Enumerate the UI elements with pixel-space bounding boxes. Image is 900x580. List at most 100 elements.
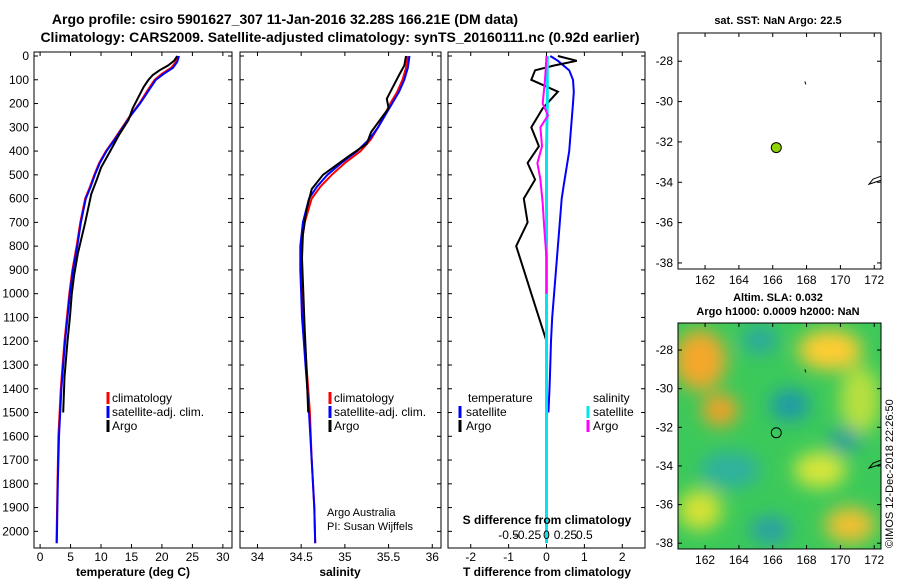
depth-tick-label: 2000: [2, 524, 29, 538]
depth-tick-label: 1700: [2, 453, 29, 467]
s-argo-difference-line: [536, 55, 550, 294]
salinity-xtick-label: 35.5: [377, 550, 401, 564]
depth-tick-label: 1100: [3, 310, 29, 324]
depth-tick-label: 1500: [2, 406, 29, 420]
depth-tick-label: 600: [9, 192, 29, 206]
credit-line1: Argo Australia: [327, 507, 396, 519]
float-position-marker: [770, 142, 782, 154]
s-difference-axis: -0.5-0.25 0 0.250.5: [498, 528, 593, 542]
difference-xtick-label: 0: [543, 550, 550, 564]
legend-climatology-label: climatology: [334, 391, 394, 405]
sla-ytick-label: -32: [656, 420, 674, 434]
sla-xtick-label: 168: [797, 553, 817, 567]
float-position-marker: [770, 427, 782, 439]
legend-satellite-label: satellite-adj. clim.: [112, 405, 204, 419]
temperature-xlabel: temperature (deg C): [76, 565, 190, 579]
s-tick-label: 0: [543, 528, 550, 542]
legend-salinity-heading: salinity: [593, 391, 630, 405]
sla-xtick-label: 164: [729, 553, 749, 567]
difference-xtick-label: -1: [503, 550, 514, 564]
temperature-plot: 0 5 10 15 20 25 30: [37, 52, 230, 564]
s-tick-label: -0.25: [514, 528, 542, 542]
depth-tick-label: 1600: [2, 429, 29, 443]
salinity-xtick-label: 34: [251, 550, 265, 564]
salinity-plot: 34 34.5 35 35.5 36: [251, 52, 439, 564]
salinity-argo-line: [300, 55, 407, 413]
s-tick-label: -0.5: [498, 528, 519, 542]
depth-tick-label: 900: [9, 263, 29, 277]
depth-tick-label: 1000: [2, 287, 29, 301]
sst-map-title: sat. SST: NaN Argo: 22.5: [714, 15, 841, 27]
temperature-xtick-label: 10: [94, 550, 108, 564]
salinity-xtick-label: 35: [338, 550, 352, 564]
sst-ytick-label: -28: [656, 54, 674, 68]
legend-argo-label: Argo: [112, 419, 138, 433]
sla-xtick-label: 170: [830, 553, 850, 567]
temperature-xtick-label: 20: [155, 550, 169, 564]
temperature-xtick-label: 25: [186, 550, 200, 564]
t-argo-difference-line: [515, 55, 578, 342]
depth-axis: 0 100 200 300 400 500 600 700 800 900 1000 1100 1200…: [2, 49, 645, 538]
depth-tick-label: 400: [9, 144, 29, 158]
s-tick-label: 0.5: [576, 528, 593, 542]
temperature-xtick-label: 15: [125, 550, 139, 564]
s-satellite-difference-line: [545, 56, 549, 544]
temperature-argo-line: [62, 55, 179, 413]
temperature-xtick-label: 0: [37, 550, 44, 564]
sst-ytick-label: -30: [656, 95, 674, 109]
depth-tick-label: 500: [9, 168, 29, 182]
legend-argo-label: Argo: [334, 419, 360, 433]
legend-t-satellite-label: satellite: [466, 405, 507, 419]
salinity-xtick-label: 36: [426, 550, 440, 564]
sst-xtick-label: 170: [830, 273, 850, 287]
salinity-xtick-label: 34.5: [289, 550, 313, 564]
sla-xtick-label: 162: [695, 553, 715, 567]
sst-coastline: [867, 175, 882, 186]
legend-s-argo-label: Argo: [593, 419, 619, 433]
sla-ytick-label: -30: [656, 382, 674, 396]
salinity-climatology-line: [300, 55, 409, 544]
s-difference-title: S difference from climatology: [463, 513, 632, 527]
sla-ytick-label: -36: [656, 498, 674, 512]
credit-line2: PI: Susan Wijffels: [327, 521, 413, 533]
depth-tick-label: 800: [9, 239, 29, 253]
difference-xtick-label: 1: [581, 550, 588, 564]
depth-tick-label: 1900: [2, 501, 29, 515]
sla-ytick-label: -28: [656, 343, 674, 357]
temperature-xtick-label: 30: [216, 550, 230, 564]
sla-xtick-label: 172: [864, 553, 884, 567]
salinity-xlabel: salinity: [319, 565, 361, 579]
sla-coastline: [867, 459, 882, 470]
salinity-legend: climatology satellite-adj. clim. Argo: [328, 391, 426, 433]
sst-xtick-label: 162: [695, 273, 715, 287]
sla-map-title2: Argo h1000: 0.0009 h2000: NaN: [696, 306, 859, 318]
temperature-climatology-line: [55, 55, 179, 544]
depth-tick-label: 300: [9, 120, 29, 134]
legend-s-satellite-label: satellite: [593, 405, 634, 419]
difference-xtick-label: 2: [619, 550, 626, 564]
legend-temperature-heading: temperature: [468, 391, 533, 405]
depth-tick-label: 1200: [2, 334, 29, 348]
watermark: ©IMOS 12-Dec-2018 22:26:50: [884, 399, 896, 548]
temperature-legend: climatology satellite-adj. clim. Argo: [106, 391, 204, 433]
salinity-panel-frame: [239, 51, 442, 549]
difference-plot: -2 -1 0 1 2: [465, 52, 626, 564]
depth-tick-label: 0: [22, 49, 29, 63]
depth-tick-label: 700: [9, 215, 29, 229]
temperature-xtick-label: 5: [67, 550, 74, 564]
sla-island: [804, 369, 807, 373]
sst-xtick-label: 168: [797, 273, 817, 287]
sst-xtick-label: 164: [729, 273, 749, 287]
s-tick-label: 0.25: [554, 528, 578, 542]
figure-title-line2: Climatology: CARS2009. Satellite-adjuste…: [40, 29, 639, 45]
legend-t-argo-label: Argo: [466, 419, 492, 433]
t-satellite-difference-line: [547, 55, 575, 413]
depth-tick-label: 1300: [2, 358, 29, 372]
sst-ytick-label: -32: [656, 135, 674, 149]
depth-tick-label: 1400: [2, 382, 29, 396]
difference-legend: temperature satellite Argo salinity sate…: [458, 391, 634, 433]
depth-tick-label: 100: [9, 73, 29, 87]
sla-xtick-label: 166: [763, 553, 783, 567]
sst-map: 162 164 166 168 170 172 -28 -30 -32 -34 -36 -38: [656, 33, 885, 287]
